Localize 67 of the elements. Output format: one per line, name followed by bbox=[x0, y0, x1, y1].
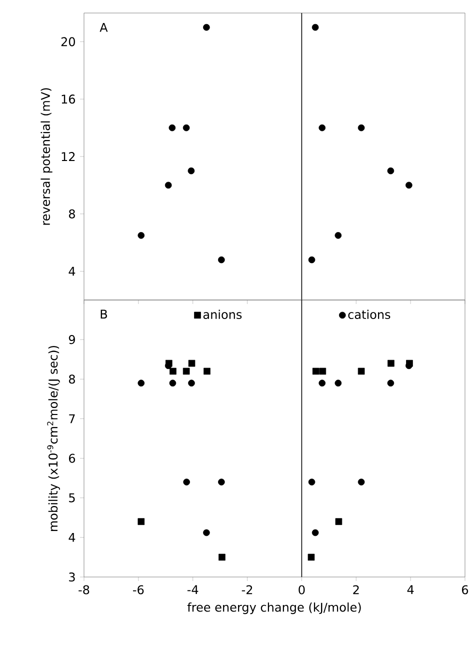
point bbox=[358, 368, 365, 375]
point bbox=[218, 256, 225, 264]
point bbox=[188, 167, 195, 174]
point bbox=[168, 124, 176, 132]
point bbox=[388, 360, 394, 367]
point bbox=[169, 380, 176, 387]
point bbox=[308, 554, 315, 561]
point bbox=[318, 380, 326, 387]
point bbox=[312, 368, 320, 375]
x-tick-label: 4 bbox=[407, 585, 414, 594]
point bbox=[182, 124, 190, 132]
point bbox=[312, 529, 319, 536]
point bbox=[387, 380, 394, 387]
point bbox=[335, 518, 342, 525]
point bbox=[188, 380, 195, 387]
x-tick-label: -6 bbox=[133, 585, 144, 594]
legend-label: anions bbox=[203, 310, 242, 320]
point bbox=[334, 232, 342, 239]
point bbox=[406, 182, 412, 189]
annotation: B bbox=[100, 310, 108, 318]
point bbox=[204, 368, 210, 375]
point bbox=[188, 360, 196, 367]
point bbox=[218, 478, 225, 486]
x-tick-label: 6 bbox=[462, 585, 468, 594]
y-tick-label: 4 bbox=[68, 266, 76, 276]
y-tick-label: 5 bbox=[69, 493, 75, 502]
x-tick-label: 2 bbox=[353, 585, 359, 594]
x-tick-label: -4 bbox=[187, 585, 198, 594]
y-tick-label: 4 bbox=[68, 533, 76, 542]
legend-label: cations bbox=[348, 310, 390, 320]
y-tick-label: 6 bbox=[68, 454, 76, 463]
y-tick-label: 8 bbox=[68, 374, 75, 384]
point bbox=[138, 232, 145, 239]
point bbox=[164, 182, 172, 189]
point bbox=[406, 360, 413, 367]
point bbox=[358, 124, 365, 132]
y-tick-label: 3 bbox=[69, 572, 75, 582]
point bbox=[183, 478, 190, 486]
point bbox=[203, 24, 210, 31]
point bbox=[318, 124, 326, 132]
point bbox=[334, 380, 342, 387]
y-tick-label: 8 bbox=[68, 209, 75, 218]
point bbox=[182, 368, 190, 375]
y-tick-label: 9 bbox=[68, 335, 75, 344]
y-tick-label: 7 bbox=[69, 414, 75, 424]
x-tick-label: 0 bbox=[298, 585, 305, 594]
point bbox=[138, 518, 145, 525]
x-tick-label: -8 bbox=[78, 585, 90, 594]
y-tick-label: 12 bbox=[62, 152, 75, 161]
x-tick-label: -2 bbox=[242, 585, 252, 594]
annotation: A bbox=[100, 22, 108, 32]
y-axis-title: mobility (x10$^{-9}$cm$^{2}$mole/(J sec)) bbox=[47, 346, 60, 531]
point bbox=[358, 478, 365, 486]
point bbox=[319, 368, 326, 375]
point bbox=[312, 24, 319, 31]
point bbox=[387, 167, 394, 174]
point bbox=[308, 256, 316, 264]
point bbox=[308, 478, 316, 486]
y-tick-label: 16 bbox=[62, 94, 76, 104]
y-tick-label: 20 bbox=[61, 37, 75, 46]
point bbox=[218, 554, 226, 561]
point bbox=[166, 360, 172, 367]
point bbox=[170, 368, 176, 375]
point bbox=[203, 529, 210, 536]
y-axis-title: reversal potential (mV) bbox=[40, 88, 52, 225]
x-axis-title: free energy change (kJ/mole) bbox=[187, 602, 361, 614]
point bbox=[138, 380, 145, 387]
